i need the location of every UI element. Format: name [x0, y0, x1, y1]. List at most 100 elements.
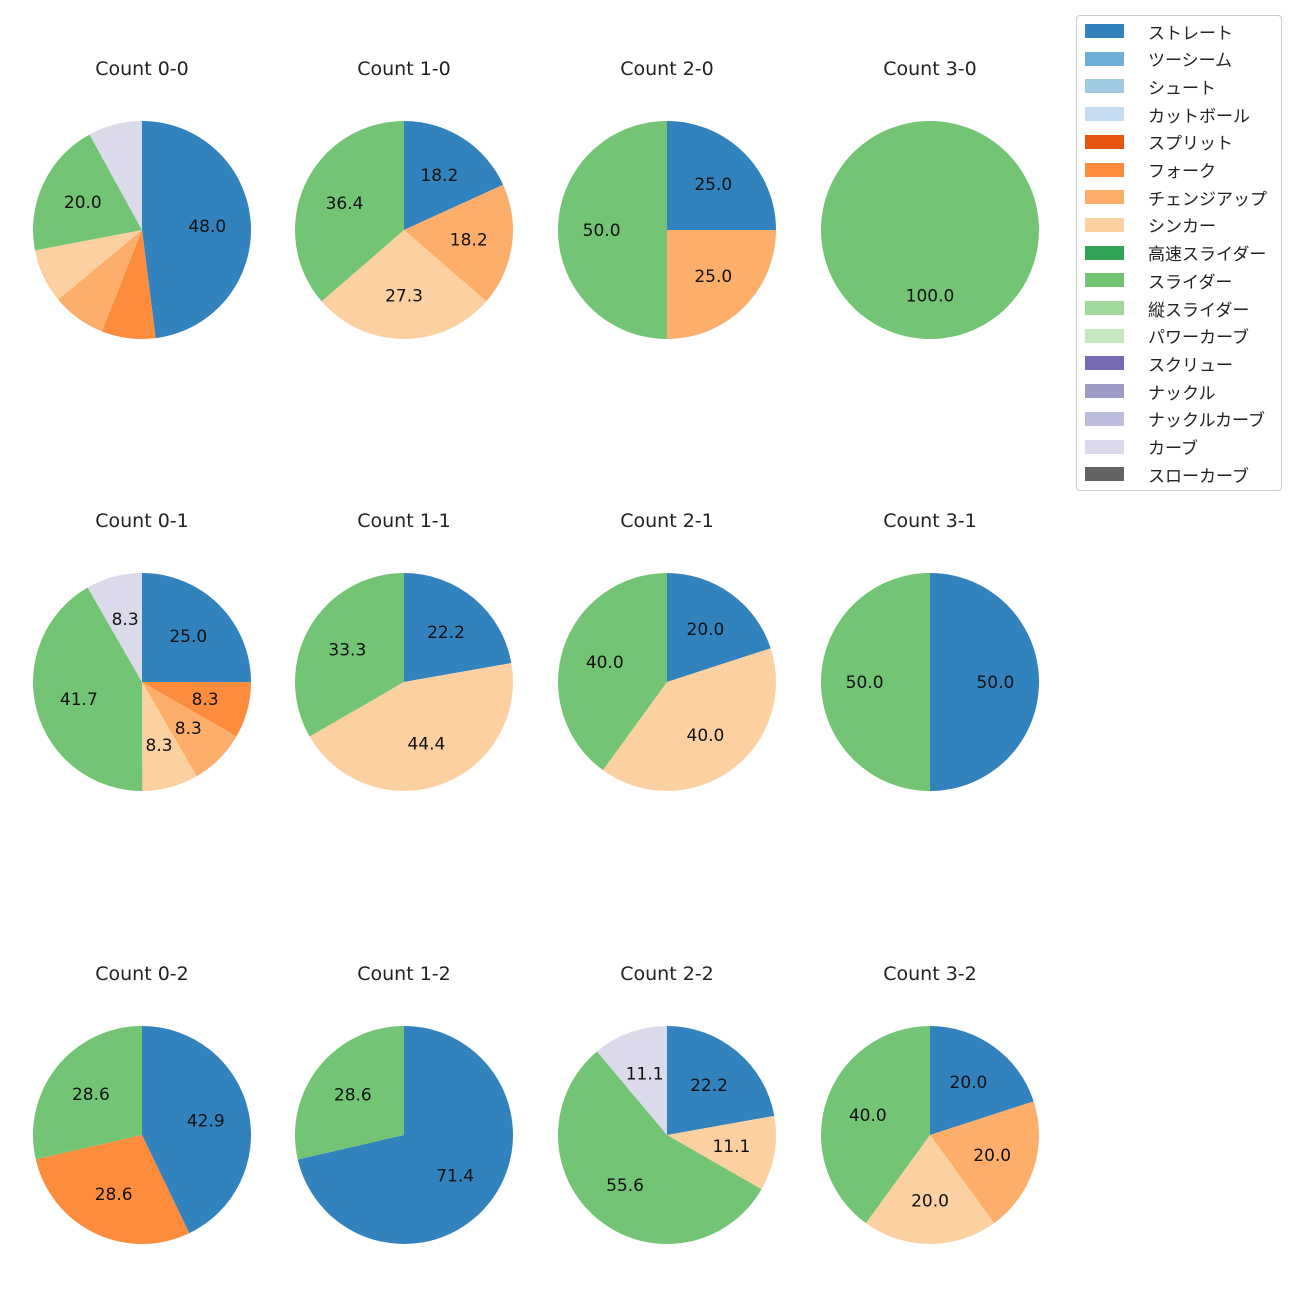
pie-slice: [930, 573, 1039, 791]
slice-label: 40.0: [687, 726, 725, 746]
slice-label: 50.0: [846, 673, 884, 693]
legend-swatch: [1085, 467, 1124, 482]
pie-slice: [295, 1026, 404, 1160]
legend-swatch: [1085, 217, 1124, 232]
pie-title: Count 0-0: [95, 58, 189, 80]
pie-count-3-0: Count 3-0 100.0: [821, 58, 1039, 339]
pie-slice: [34, 230, 142, 300]
legend-label: フォーク: [1148, 162, 1216, 182]
pie-slice: [820, 1026, 930, 1224]
legend-item: 高速スライダー: [1085, 243, 1267, 266]
legend-swatch: [1085, 411, 1124, 426]
slice-label: 55.6: [606, 1176, 644, 1196]
pie-slice: [557, 572, 667, 771]
pie-count-0-1: Count 0-125.08.38.38.341.78.3: [33, 510, 252, 791]
legend-label: スローカーブ: [1148, 466, 1249, 487]
legend-label: チェンジアップ: [1148, 189, 1267, 210]
pie-title: Count 1-1: [357, 510, 451, 532]
legend-swatch: [1085, 134, 1124, 149]
legend-swatch: [1085, 190, 1124, 205]
pie-slice: [557, 1051, 762, 1245]
legend-label: スライダー: [1148, 272, 1233, 293]
legend-label: 高速スライダー: [1148, 245, 1267, 266]
pie-slice: [87, 573, 142, 682]
pie-slice: [295, 573, 404, 737]
legend-item: ツーシーム: [1085, 49, 1232, 71]
pie-slice: [35, 1135, 190, 1244]
legend-swatch: [1085, 162, 1124, 177]
legend-item: シュート: [1085, 76, 1216, 99]
pie-count-1-0: Count 1-0 18.2 18.2 27.3 36.4: [294, 58, 514, 340]
slice-label: 27.3: [385, 286, 423, 306]
slice-label: 20.0: [911, 1191, 949, 1211]
slice-label: 20.0: [687, 620, 725, 640]
slice-label: 48.0: [188, 217, 226, 237]
pie-count-2-1: Count 2-1 20.0 40.0 40.0: [557, 510, 777, 792]
pie-slice: [667, 1026, 775, 1135]
slice-label: 71.4: [436, 1167, 474, 1187]
slice-label: 20.0: [64, 193, 102, 213]
pie-slice: [821, 573, 930, 791]
legend-swatch: [1085, 301, 1124, 315]
legend-item: 縦スライダー: [1085, 298, 1250, 321]
legend-item: カットボール: [1085, 104, 1250, 127]
pie-slice: [596, 1026, 667, 1135]
pie-slice: [142, 1026, 251, 1234]
legend-label: シンカー: [1148, 217, 1216, 238]
legend-swatch: [1085, 384, 1124, 399]
slice-label: 20.0: [950, 1073, 988, 1093]
pie-slice: [309, 663, 513, 791]
pie-count-1-2: Count 1-2 71.4 28.6: [295, 963, 514, 1244]
pie-title: Count 2-0: [620, 58, 714, 80]
pie-slice: [142, 682, 251, 737]
legend-label: カットボール: [1148, 106, 1250, 127]
slice-label: 25.0: [694, 267, 732, 287]
legend-label: スクリュー: [1148, 355, 1233, 376]
legend-item: シンカー: [1085, 215, 1216, 238]
pie-slice: [930, 1026, 1034, 1135]
pie-count-1-1: Count 1-1 22.2 44.4 33.3: [295, 510, 513, 791]
slice-label: 40.0: [849, 1106, 887, 1126]
pie-slice: [142, 121, 251, 339]
legend-label: カーブ: [1148, 439, 1198, 459]
slice-label: 25.0: [169, 627, 207, 647]
legend-swatch: [1085, 24, 1124, 38]
slice-label: 22.2: [427, 623, 465, 643]
legend: ストレートツーシームシュートカットボール スプリットフォークチェンジアップ シンカー…: [1076, 15, 1282, 491]
pie-slice: [101, 230, 156, 340]
legend-item: カーブ: [1085, 437, 1198, 459]
pie-slice: [32, 1026, 142, 1160]
pie-slice: [667, 230, 776, 339]
slice-label: 11.1: [626, 1065, 664, 1085]
slice-label: 100.0: [906, 286, 955, 306]
legend-label: スプリット: [1148, 134, 1233, 155]
pie-slice: [404, 121, 504, 230]
pie-slice: [142, 682, 237, 777]
pie-slice: [294, 121, 404, 302]
legend-swatch: [1085, 328, 1124, 343]
legend-label: ナックルカーブ: [1148, 411, 1265, 432]
slice-label: 44.4: [407, 734, 445, 754]
legend-swatch: [1085, 51, 1124, 66]
legend-label: 縦スライダー: [1148, 300, 1250, 321]
pie-title: Count 1-2: [357, 963, 451, 985]
pie-slice: [865, 1135, 995, 1245]
legend-item: パワーカーブ: [1085, 326, 1249, 348]
slice-label: 8.3: [112, 610, 139, 630]
legend-item: スクリュー: [1085, 353, 1233, 376]
pie-count-3-2: Count 3-2 20.0 20.0 20.0 40.0: [820, 963, 1039, 1245]
slice-label: 8.3: [175, 719, 202, 739]
slice-label: 36.4: [326, 194, 364, 214]
slice-label: 28.6: [95, 1185, 133, 1205]
slice-label: 42.9: [187, 1111, 225, 1131]
slice-label: 8.3: [192, 690, 219, 710]
legend-item: スライダー: [1085, 270, 1233, 293]
pie-count-0-0: Count 0-0 48.0 20.0: [32, 58, 251, 340]
pie-title: Count 3-1: [883, 510, 977, 532]
pie-title: Count 3-0: [883, 58, 977, 80]
pie-slice: [142, 573, 252, 683]
pie-title: Count 0-2: [95, 963, 189, 985]
legend-item: ストレート: [1085, 21, 1233, 44]
pie-slice: [667, 573, 771, 682]
